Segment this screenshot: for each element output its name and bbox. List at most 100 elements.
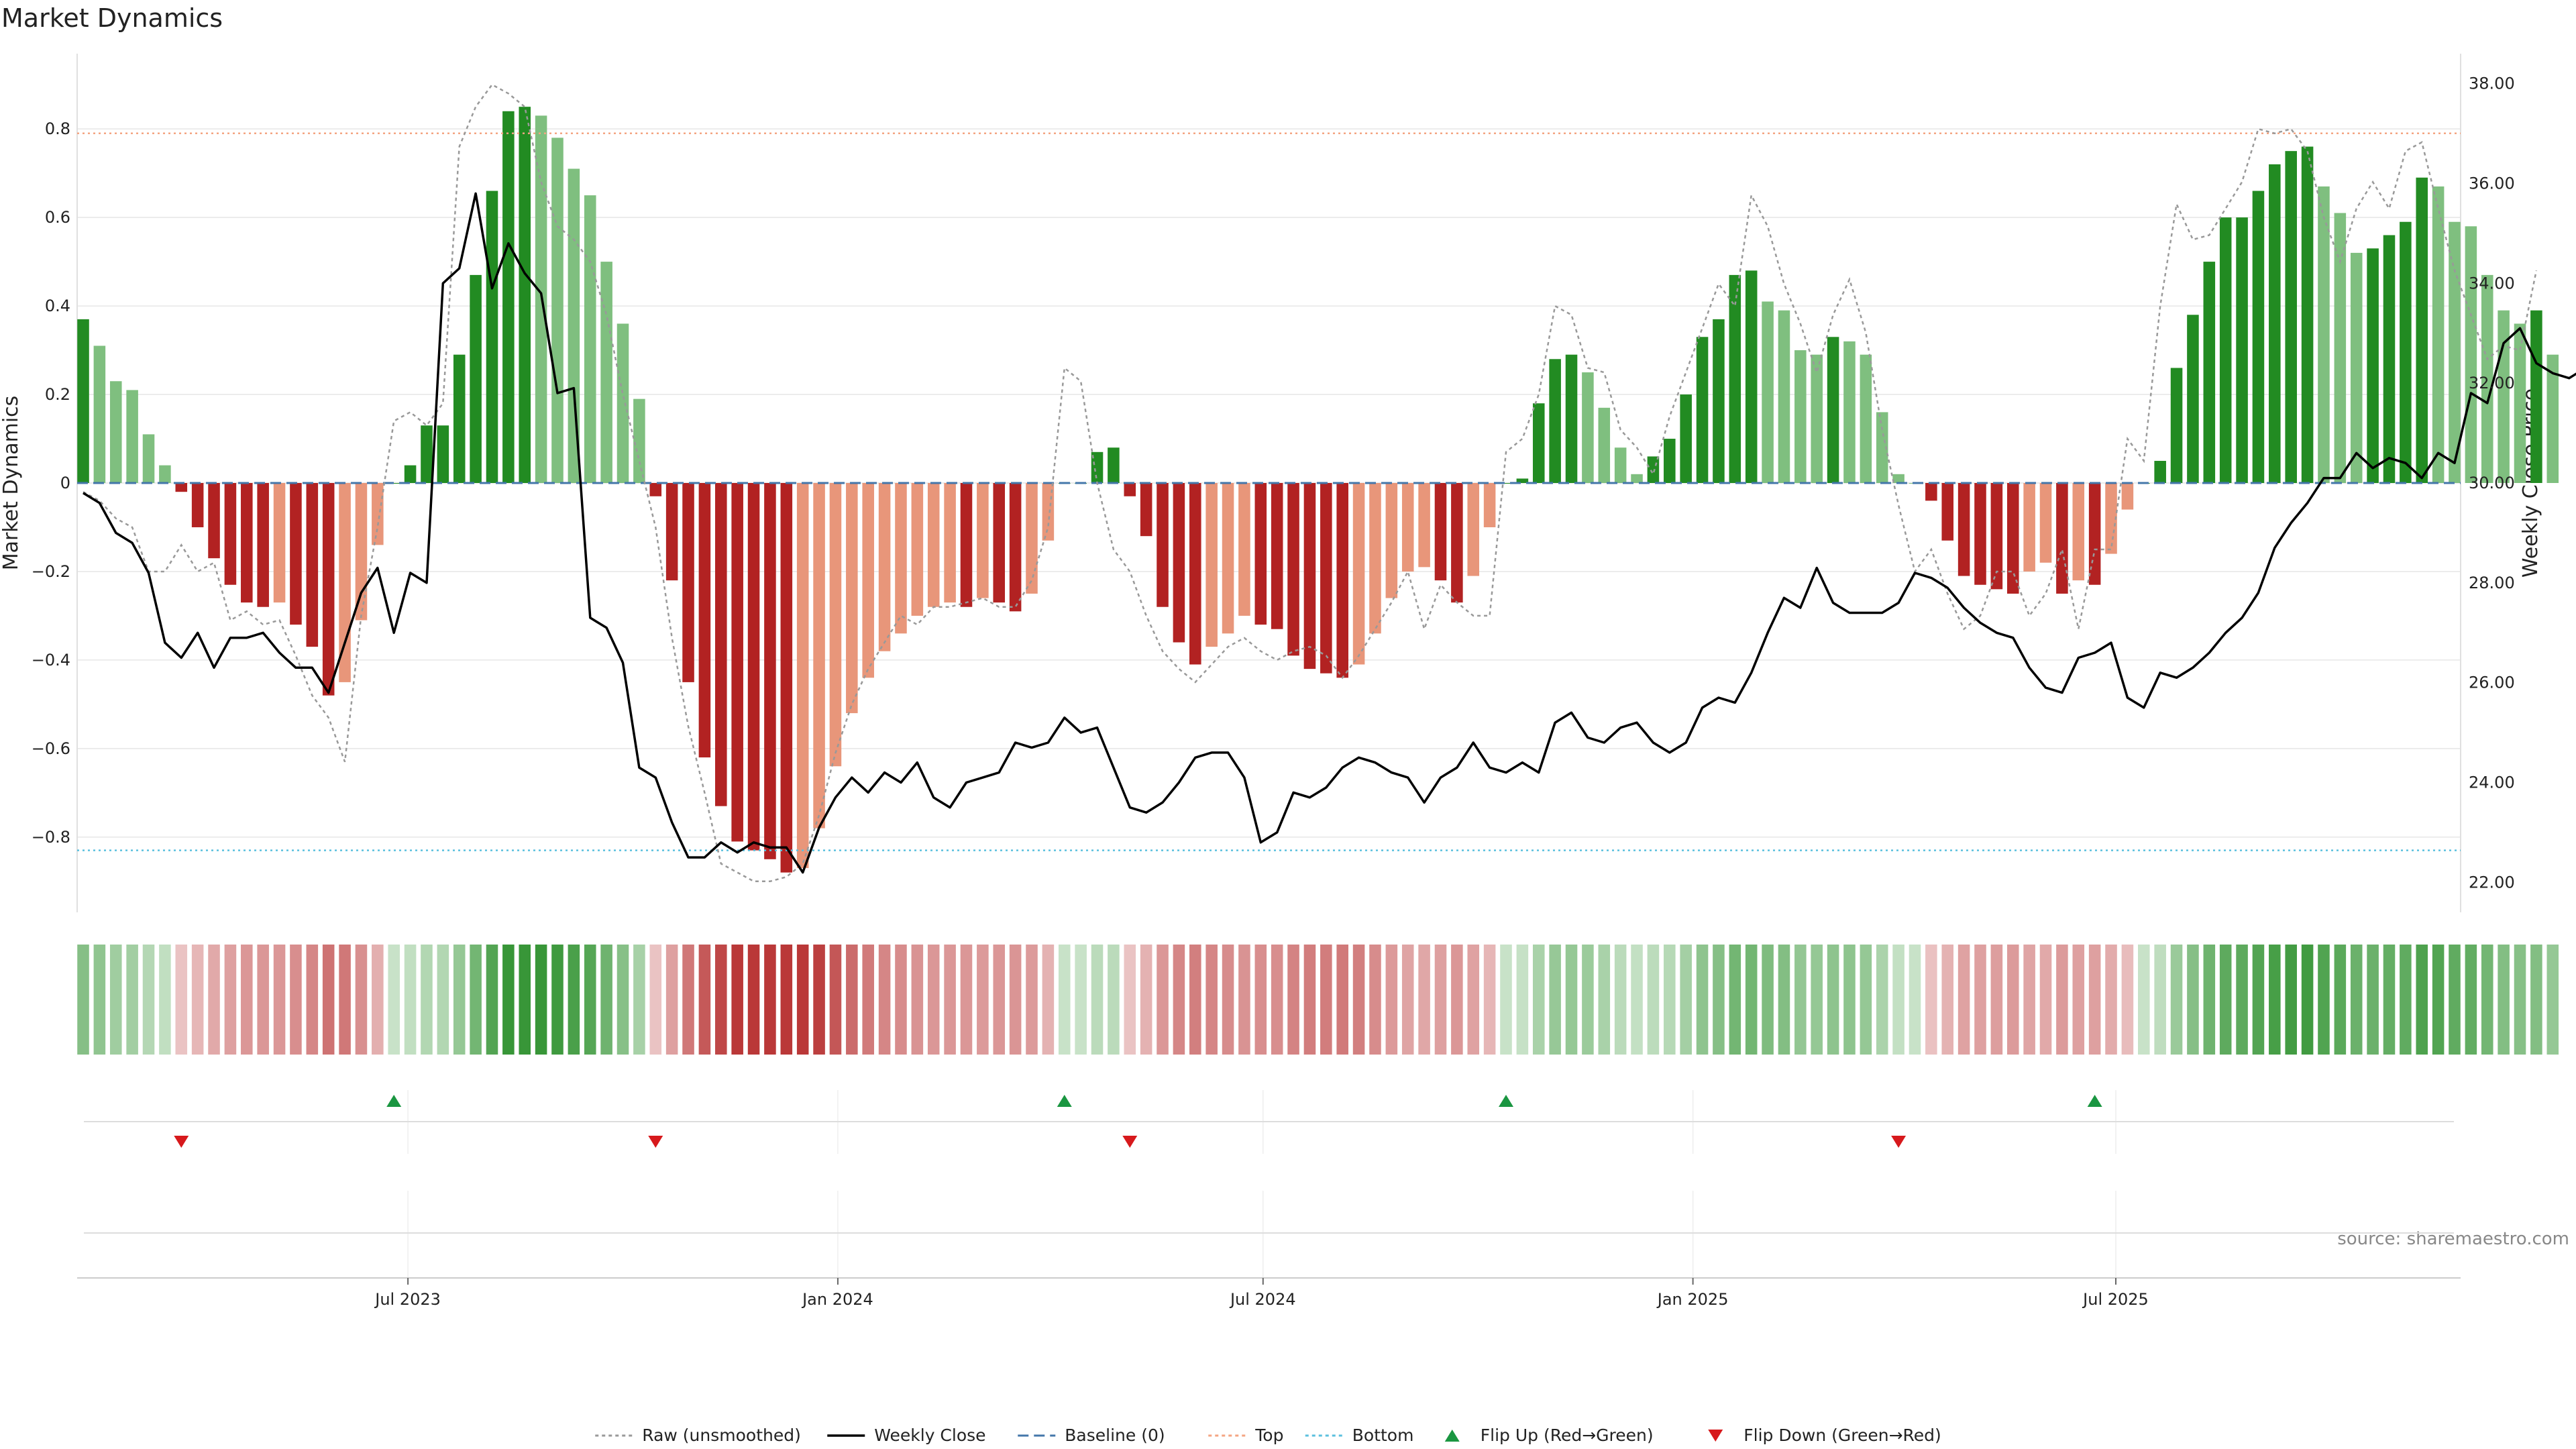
md-bar	[2481, 274, 2493, 483]
strip-cell	[633, 945, 645, 1055]
y2-tick-label: 30.00	[2469, 474, 2515, 492]
strip-cell	[2170, 945, 2183, 1055]
md-bar	[2383, 235, 2396, 483]
legend-label: Raw (unsmoothed)	[642, 1426, 801, 1445]
strip-cell	[2334, 945, 2347, 1055]
y-tick-label: 0	[60, 474, 70, 492]
strip-cell	[1320, 945, 1332, 1055]
strip-cell	[2400, 945, 2412, 1055]
strip-cell	[1696, 945, 1709, 1055]
x-tick-label: Jul 2023	[374, 1290, 441, 1309]
strip-cell	[747, 945, 760, 1055]
md-bar	[1287, 483, 1299, 656]
strip-cell	[2514, 945, 2526, 1055]
y2-tick-label: 34.00	[2469, 274, 2515, 292]
md-bar	[191, 483, 204, 527]
md-bar	[1892, 474, 1904, 483]
strip-cell	[421, 945, 433, 1055]
strip-cell	[1876, 945, 1888, 1055]
md-bar	[846, 483, 858, 714]
strip-cell	[1614, 945, 1627, 1055]
strip-cell	[2105, 945, 2117, 1055]
md-bar	[2546, 354, 2559, 483]
strip-cell	[2416, 945, 2428, 1055]
strip-cell	[2088, 945, 2101, 1055]
flip-down-marker	[648, 1136, 663, 1148]
strip-cell	[1516, 945, 1529, 1055]
md-bar	[142, 434, 155, 483]
md-bar	[1598, 407, 1611, 483]
md-bar	[2432, 186, 2445, 483]
strip-cell	[1811, 945, 1823, 1055]
strip-cell	[93, 945, 106, 1055]
strip-cell	[1124, 945, 1136, 1055]
strip-cell	[388, 945, 400, 1055]
strip-cell	[2039, 945, 2052, 1055]
strip-cell	[2498, 945, 2510, 1055]
md-bar	[1532, 403, 1545, 483]
md-bar	[2006, 483, 2019, 594]
strip-cell	[224, 945, 237, 1055]
md-bar	[1336, 483, 1348, 678]
y2-tick-label: 22.00	[2469, 873, 2515, 892]
strip-cell	[764, 945, 776, 1055]
md-bar	[241, 483, 253, 603]
md-bar	[1990, 483, 2003, 590]
y-tick-label: 0.2	[45, 385, 70, 404]
md-bar	[1320, 483, 1332, 674]
md-bar	[682, 483, 694, 682]
strip-cell	[1091, 945, 1104, 1055]
md-bar	[1941, 483, 1954, 541]
md-bar	[290, 483, 302, 625]
axis-ticks: −0.8 −0.6 −0.4 −0.2 0 0.2 0.4 0.6 0.8 22.00 24.00 2…	[32, 74, 2515, 892]
md-bar	[616, 323, 629, 483]
md-bar	[780, 483, 793, 873]
md-bar	[77, 319, 89, 483]
strip-cell	[600, 945, 612, 1055]
md-bar	[1631, 474, 1643, 483]
y-tick-label: 0.6	[45, 208, 70, 227]
md-bar	[2350, 252, 2363, 483]
strip-cell	[1254, 945, 1267, 1055]
strip-cell	[796, 945, 809, 1055]
strip-cell	[1974, 945, 1986, 1055]
strip-cell	[519, 945, 531, 1055]
strip-cell	[1287, 945, 1299, 1055]
strip-cell	[895, 945, 907, 1055]
md-bar	[1647, 456, 1660, 483]
strip-cell	[142, 945, 155, 1055]
legend-label: Flip Up (Red→Green)	[1481, 1426, 1654, 1445]
y-tick-label: −0.4	[32, 651, 70, 669]
md-bar	[1434, 483, 1447, 581]
legend-label: Bottom	[1352, 1426, 1414, 1445]
strip-cell	[1549, 945, 1561, 1055]
flip-markers-panel	[84, 1090, 2454, 1154]
strip-cell	[502, 945, 515, 1055]
y2-tick-label: 32.00	[2469, 374, 2515, 392]
md-bar	[1876, 412, 1888, 483]
md-bar	[1957, 483, 1970, 576]
y2-tick-label: 28.00	[2469, 574, 2515, 592]
md-bar	[1352, 483, 1365, 665]
strip-cell	[2285, 945, 2297, 1055]
md-bar	[1811, 354, 1823, 483]
strip-cell	[1827, 945, 1839, 1055]
market-dynamics-bars	[77, 107, 2559, 873]
legend-item: Weekly Close	[827, 1426, 986, 1445]
md-bar	[944, 483, 956, 603]
md-bar	[322, 483, 335, 696]
flip-down-marker	[1122, 1136, 1138, 1148]
md-bar	[1009, 483, 1022, 612]
series-lines	[83, 83, 2576, 883]
strip-cell	[175, 945, 188, 1055]
md-bar	[486, 191, 498, 483]
md-bar	[1664, 439, 1676, 483]
legend-item: Bottom	[1305, 1426, 1414, 1445]
md-bar	[911, 483, 924, 616]
md-bar	[1026, 483, 1038, 594]
md-bar	[257, 483, 269, 607]
md-bar	[2514, 323, 2526, 483]
strip-cell	[1140, 945, 1152, 1055]
md-bar	[109, 381, 122, 483]
